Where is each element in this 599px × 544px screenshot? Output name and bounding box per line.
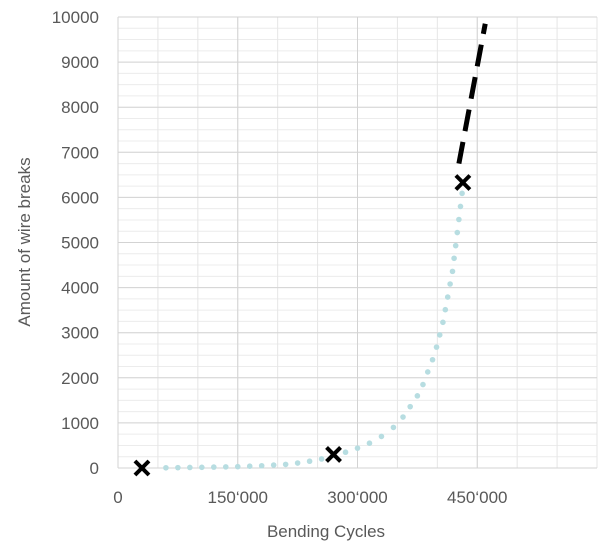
data-point	[442, 306, 449, 313]
data-point	[270, 462, 277, 468]
y-axis-ticks: 0 1000 2000 3000 4000 5000 6000 7000 8000 9000 100…	[52, 8, 99, 478]
data-point	[436, 332, 443, 338]
data-point	[187, 464, 193, 471]
data-point	[342, 449, 349, 456]
cross-marker	[325, 446, 342, 463]
x-tick-label: 450‘000	[447, 488, 508, 507]
cross-stroke	[454, 174, 472, 191]
data-point	[246, 463, 253, 469]
data-point	[318, 456, 325, 462]
y-axis-title: Amount of wire breaks	[15, 157, 34, 326]
data-point	[306, 458, 313, 465]
x-axis-title: Bending Cycles	[267, 522, 385, 541]
y-tick-label: 10000	[52, 8, 99, 27]
series-layer	[133, 23, 488, 477]
data-point	[366, 440, 373, 446]
data-point	[429, 356, 436, 363]
y-tick-label: 3000	[61, 324, 99, 343]
data-point	[282, 461, 289, 468]
cross-stroke	[325, 446, 342, 463]
data-point	[456, 216, 462, 223]
data-point	[163, 464, 169, 471]
data-point	[211, 464, 217, 470]
x-axis-ticks: 0 150‘000 300‘000 450‘000	[113, 488, 507, 507]
cross-stroke	[133, 459, 151, 477]
data-point	[414, 393, 421, 399]
data-point	[258, 462, 265, 469]
data-point	[444, 294, 451, 300]
data-point	[294, 460, 301, 466]
trend-dashed-line	[456, 23, 488, 165]
data-point	[451, 255, 457, 262]
data-point	[449, 268, 456, 275]
y-tick-label: 5000	[61, 234, 99, 253]
data-point	[234, 463, 241, 470]
y-tick-label: 0	[90, 459, 99, 478]
data-point	[447, 281, 453, 287]
data-point	[420, 381, 426, 388]
y-tick-label: 1000	[61, 414, 99, 433]
data-point	[199, 464, 205, 471]
data-point	[454, 229, 461, 236]
data-point	[433, 344, 440, 350]
y-tick-label: 4000	[61, 279, 99, 298]
data-point	[390, 424, 397, 431]
y-tick-label: 6000	[61, 188, 99, 207]
data-point	[378, 433, 385, 440]
x-tick-label: 150‘000	[207, 488, 268, 507]
y-tick-label: 2000	[61, 369, 99, 388]
y-tick-label: 8000	[61, 98, 99, 117]
grid-major	[117, 16, 597, 469]
data-point	[407, 403, 413, 410]
data-point	[452, 242, 459, 249]
data-point	[175, 464, 181, 471]
cross-marker	[133, 459, 151, 477]
data-point	[424, 369, 431, 375]
y-tick-label: 7000	[61, 143, 99, 162]
data-point	[459, 190, 465, 197]
data-point	[354, 445, 361, 451]
x-tick-label: 0	[113, 488, 122, 507]
data-point	[440, 319, 446, 326]
cross-marker	[454, 174, 472, 191]
data-point	[400, 414, 406, 420]
data-point	[222, 464, 229, 470]
y-tick-label: 9000	[61, 53, 99, 72]
x-tick-label: 300‘000	[327, 488, 388, 507]
data-point	[457, 203, 464, 210]
